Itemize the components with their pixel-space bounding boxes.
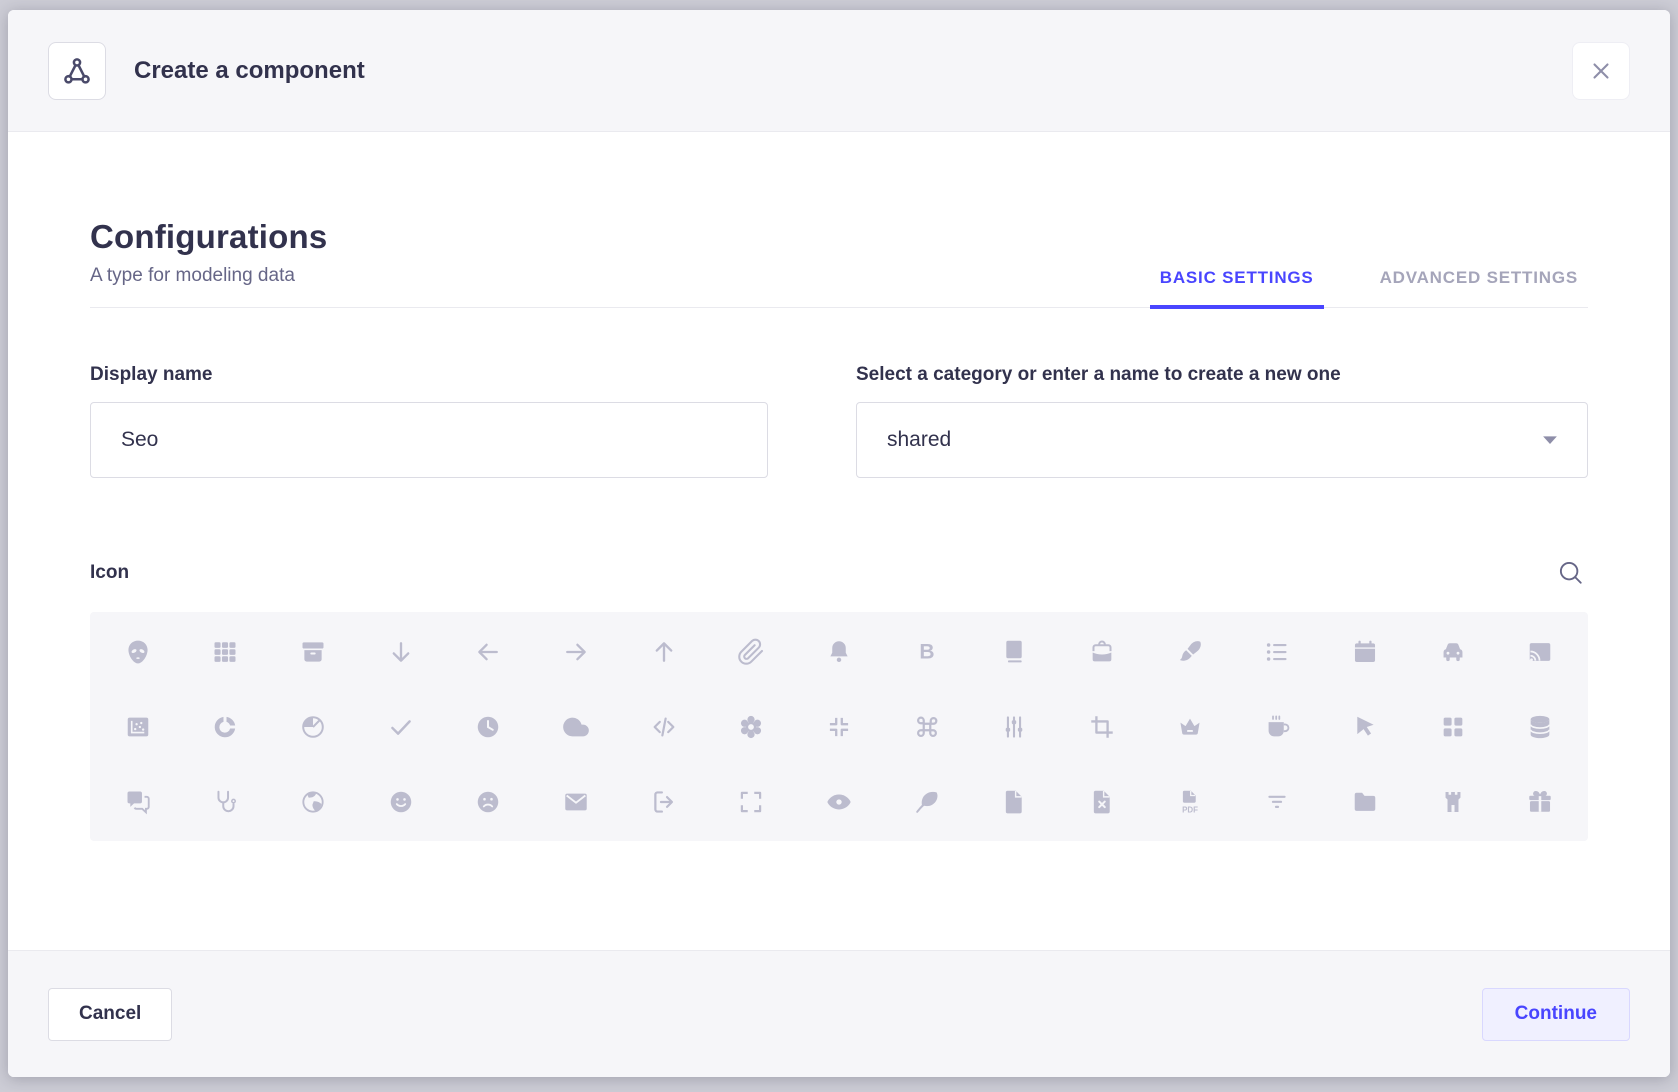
tab-advanced-settings[interactable]: ADVANCED SETTINGS <box>1370 268 1588 309</box>
cast-icon[interactable] <box>1496 614 1584 689</box>
database-icon[interactable] <box>1496 689 1584 764</box>
icon-picker-label: Icon <box>90 562 130 583</box>
earth-icon[interactable] <box>269 764 357 839</box>
emotion-happy-icon[interactable] <box>357 764 445 839</box>
folder-icon[interactable] <box>1321 764 1409 839</box>
category-select[interactable]: shared <box>856 402 1588 478</box>
gift-icon[interactable] <box>1496 764 1584 839</box>
settings-tabs: BASIC SETTINGS ADVANCED SETTINGS <box>1149 268 1588 309</box>
icon-grid: B PDF <box>90 612 1588 841</box>
modal-title: Create a component <box>134 56 365 84</box>
form-row: Display name Select a category or enter … <box>90 364 1588 478</box>
arrow-left-icon[interactable] <box>445 614 533 689</box>
tab-basic-settings[interactable]: BASIC SETTINGS <box>1149 268 1324 309</box>
file-error-icon[interactable] <box>1058 764 1146 839</box>
modal-body: Configurations A type for modeling data … <box>8 132 1670 950</box>
sliders-icon[interactable] <box>970 689 1058 764</box>
file-pdf-icon[interactable]: PDF <box>1146 764 1234 839</box>
envelope-icon[interactable] <box>532 764 620 839</box>
coffee-cup-icon[interactable] <box>1233 689 1321 764</box>
exit-icon[interactable] <box>620 764 708 839</box>
grid-icon[interactable] <box>182 614 270 689</box>
castle-icon[interactable] <box>1409 764 1497 839</box>
cursor-icon[interactable] <box>1321 689 1409 764</box>
component-icon <box>48 41 106 100</box>
cancel-button[interactable]: Cancel <box>48 987 173 1041</box>
modal-footer: Cancel Continue <box>8 950 1670 1077</box>
paperclip-icon[interactable] <box>708 614 796 689</box>
collapse-icon[interactable] <box>795 689 883 764</box>
clock-icon[interactable] <box>445 689 533 764</box>
archive-icon[interactable] <box>269 614 357 689</box>
create-component-modal: Create a component Configurations A type… <box>8 10 1670 1077</box>
chart-scatter-icon[interactable] <box>94 689 182 764</box>
feather-icon[interactable] <box>883 764 971 839</box>
expand-icon[interactable] <box>708 764 796 839</box>
display-name-label: Display name <box>90 364 213 385</box>
category-label: Select a category or enter a name to cre… <box>856 364 1341 385</box>
section-head: Configurations A type for modeling data … <box>90 218 1588 309</box>
bullet-list-icon[interactable] <box>1233 614 1321 689</box>
command-icon[interactable] <box>883 689 971 764</box>
close-icon <box>1593 62 1609 79</box>
emotion-unhappy-icon[interactable] <box>445 764 533 839</box>
category-select-value: shared <box>887 428 952 451</box>
book-icon[interactable] <box>970 614 1058 689</box>
icon-section-head: Icon <box>90 556 1588 590</box>
chevron-down-icon <box>1543 436 1557 445</box>
chart-donut-icon[interactable] <box>182 689 270 764</box>
svg-text:B: B <box>919 640 934 663</box>
page-subtitle: A type for modeling data <box>90 265 295 286</box>
arrow-right-icon[interactable] <box>532 614 620 689</box>
cog-icon[interactable] <box>708 689 796 764</box>
crown-icon[interactable] <box>1146 689 1234 764</box>
display-name-input[interactable] <box>90 402 768 478</box>
discuss-icon[interactable] <box>94 764 182 839</box>
search-icon <box>1559 561 1582 584</box>
check-icon[interactable] <box>357 689 445 764</box>
bell-icon[interactable] <box>795 614 883 689</box>
briefcase-icon[interactable] <box>1058 614 1146 689</box>
file-icon[interactable] <box>970 764 1058 839</box>
dashboard-icon[interactable] <box>1409 689 1497 764</box>
chart-pie-icon[interactable] <box>269 689 357 764</box>
eye-icon[interactable] <box>795 764 883 839</box>
page-title: Configurations <box>90 218 328 255</box>
close-button[interactable] <box>1572 41 1630 100</box>
alien-icon[interactable] <box>94 614 182 689</box>
paintbrush-icon[interactable] <box>1146 614 1234 689</box>
svg-text:PDF: PDF <box>1182 805 1198 814</box>
crop-icon[interactable] <box>1058 689 1146 764</box>
stethoscope-icon[interactable] <box>182 764 270 839</box>
category-field: Select a category or enter a name to cre… <box>856 364 1588 478</box>
display-name-field: Display name <box>90 364 768 478</box>
arrow-down-icon[interactable] <box>357 614 445 689</box>
code-icon[interactable] <box>620 689 708 764</box>
cloud-icon[interactable] <box>532 689 620 764</box>
car-icon[interactable] <box>1409 614 1497 689</box>
continue-button[interactable]: Continue <box>1481 987 1630 1041</box>
search-button[interactable] <box>1554 556 1588 590</box>
bold-icon[interactable]: B <box>883 614 971 689</box>
filter-icon[interactable] <box>1233 764 1321 839</box>
calendar-icon[interactable] <box>1321 614 1409 689</box>
modal-header: Create a component <box>8 10 1670 132</box>
arrow-up-icon[interactable] <box>620 614 708 689</box>
